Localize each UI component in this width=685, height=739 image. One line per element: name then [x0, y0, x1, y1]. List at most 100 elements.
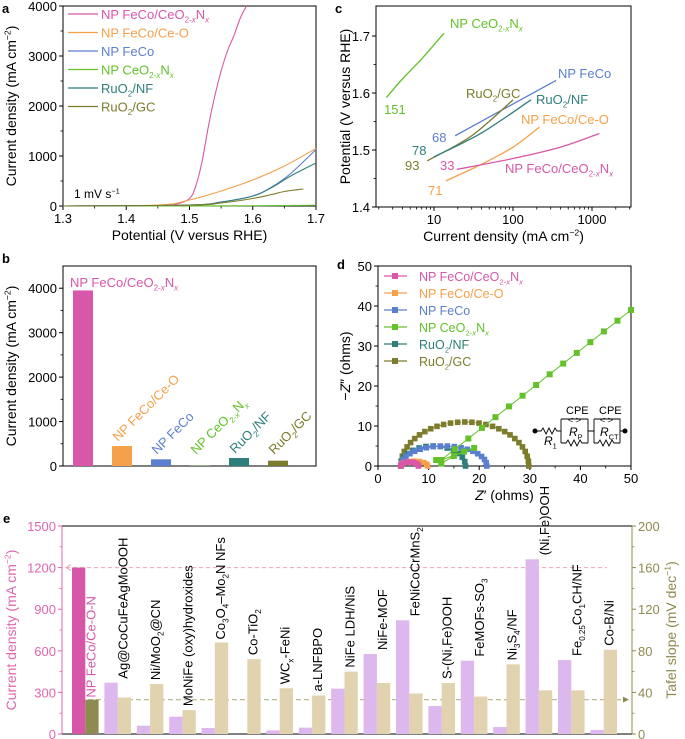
label-part: Ni: [505, 648, 520, 660]
current-bar-a-lnfbpo: [298, 727, 313, 734]
label-part: x: [232, 410, 243, 421]
legend-marker: [392, 307, 398, 313]
panel-letter-a: a: [2, 1, 10, 16]
eis-point-np-ceo2-xnx: [451, 446, 458, 453]
label-part: x: [242, 400, 253, 411]
r1-label: R1​: [544, 434, 557, 450]
eis-point-ruo2-gc: [434, 423, 440, 430]
x-tick-label: 0: [374, 471, 381, 486]
label-part: RuO: [266, 428, 296, 458]
label-part: /GC: [497, 86, 520, 101]
label-part: x: [595, 170, 601, 179]
eis-point-np-ceo2-xnx: [438, 457, 445, 463]
x-axis-title: Current density (mA cm−2​): [423, 228, 584, 244]
tafel-bar-ag-cocufeagmoooh: [117, 697, 131, 734]
y-axis-title: −Z″ (ohms): [337, 331, 353, 400]
rp-label: RP​: [569, 425, 583, 441]
eis-point-ruo2-gc: [454, 419, 461, 426]
label-part: 4: [513, 630, 522, 635]
label-part: WC: [278, 663, 293, 685]
label-part: 2-: [185, 16, 192, 25]
eis-point-np-feco: [417, 446, 424, 453]
legend-label-ruo2-nf: RuO2​/NF: [419, 338, 470, 355]
legend-marker: [392, 324, 398, 330]
tafel-bar-monife-oxy-hydroxides: [182, 710, 196, 734]
plot-frame: [62, 265, 317, 467]
tafel-slope-np-feco-ceo2-xnx: 33: [440, 158, 454, 173]
y-tick-label: 4000: [28, 281, 57, 296]
label-part: RuO: [101, 100, 128, 115]
current-bar-nife-ldh-nis: [331, 688, 345, 734]
label-part: 2-: [589, 170, 596, 179]
category-label-femofs-so3: FeMOFs-SO3​: [472, 578, 490, 657]
eis-point-np-ceo2-xnx: [533, 382, 540, 388]
y2-tick-label: 0: [638, 727, 645, 739]
category-label-ni-fe-ooh: (Ni,Fe)OOH: [537, 486, 552, 555]
label-part: Current density (mA cm: [3, 300, 19, 446]
label-part: 2: [254, 609, 263, 614]
x-tick-label: 1.5: [180, 211, 198, 226]
tafel-line-np-ceo2-xnx: [385, 32, 445, 98]
label-part: N: [165, 275, 174, 290]
x-tick-label: 40: [573, 471, 587, 486]
y2-tick-label: 80: [638, 644, 652, 659]
eis-point-np-ceo2-xnx: [450, 453, 457, 459]
eis-point-np-feco: [481, 456, 488, 463]
rct-cpe-block: [588, 418, 625, 448]
label-part: NP FeCo/CeO: [101, 7, 185, 22]
series-label-ruo2-nf: RuO2​/NF: [536, 92, 588, 110]
series-line-ruo2-gc: [62, 188, 304, 207]
label-part: 3: [222, 618, 231, 623]
tafel-bar-nife-ldh-nis: [344, 671, 358, 734]
label-part: RuO: [466, 86, 493, 101]
eis-point-np-feco: [483, 459, 490, 466]
cpe-symbol: < >: [568, 415, 581, 425]
tafel-bar-s-ni-fe-ooh: [441, 683, 455, 734]
label-part: 2: [445, 363, 449, 372]
x-tick-label: 10: [421, 471, 435, 486]
tafel-line-np-feco: [454, 79, 557, 137]
label-part: /NF: [567, 92, 588, 107]
eis-point-np-ceo2-xnx: [614, 317, 621, 324]
label-part: RuO: [101, 81, 128, 96]
label-part: 2: [445, 346, 449, 355]
label-part: NP FeCo/CeO: [419, 270, 500, 284]
y-tick-label: 900: [34, 602, 56, 617]
category-label-co-tio2: Co-TiO2​: [245, 609, 263, 655]
label-part: 3: [513, 643, 522, 648]
label-part: 2-: [465, 329, 472, 338]
current-bar-s-ni-fe-ooh: [428, 705, 442, 734]
eis-point-ruo2-gc: [496, 425, 502, 432]
label-part: S-(Ni,Fe)OOH: [440, 597, 455, 679]
label-part: NP FeCo: [101, 44, 154, 59]
eis-point-np-feco: [464, 446, 471, 453]
label-part: 2-: [154, 284, 161, 293]
eis-point-np-ceo2-xnx: [478, 424, 485, 431]
label-part: 3: [481, 578, 490, 583]
tafel-bar-ni-fe-ooh: [538, 690, 553, 734]
eis-point-np-ceo2-xnx: [471, 445, 478, 451]
tafel-bar-co3o4-mo2n-nfs: [214, 642, 229, 734]
cpe-label: CPE: [599, 405, 622, 417]
eis-point-np-feco: [430, 443, 437, 450]
category-label-fe0-25co1ch-nf: Fe0.25​Co1​CH/NF: [569, 564, 587, 656]
tafel-bar-a-lnfbpo: [312, 695, 326, 734]
legend-label-ruo2-gc: RuO2​/GC: [101, 100, 155, 118]
label-part: CH/NF: [569, 564, 584, 604]
legend-label-ruo2-nf: RuO2​/NF: [101, 81, 153, 99]
current-bar-wcx-feni: [266, 730, 280, 734]
y2-tick-label: 160: [638, 561, 660, 576]
label-part: O: [213, 608, 228, 618]
label-part: NP FeCo/Ce-O: [101, 26, 189, 41]
x-tick-label: 50: [624, 471, 638, 486]
current-bar-ni-fe-ooh: [525, 559, 539, 734]
label-part: Current density (mA cm: [3, 40, 19, 186]
eis-point-ruo2-gc: [407, 439, 414, 446]
category-label-co-b-ni: Co-B/Ni: [602, 600, 617, 646]
label-part: P: [578, 432, 583, 441]
legend-marker: [392, 341, 398, 347]
eis-point-ruo2-gc: [512, 435, 518, 442]
eis-point-ruo2-gc: [401, 448, 408, 455]
y2-axis-title: Tafel slope (mV dec−1​): [663, 561, 679, 699]
